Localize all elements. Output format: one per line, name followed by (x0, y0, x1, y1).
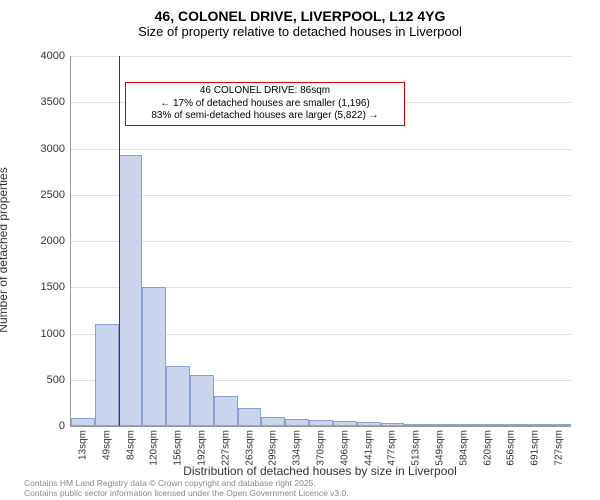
histogram-bar (476, 424, 500, 426)
property-marker-line (119, 56, 120, 426)
footer-line1: Contains HM Land Registry data © Crown c… (24, 478, 349, 488)
y-tick-label: 3500 (41, 96, 65, 108)
histogram-bar (166, 366, 190, 426)
footer-line2: Contains public sector information licen… (24, 488, 349, 498)
annotation-box: 46 COLONEL DRIVE: 86sqm ← 17% of detache… (125, 82, 405, 126)
footer-attribution: Contains HM Land Registry data © Crown c… (24, 478, 349, 498)
histogram-bar (452, 424, 476, 426)
x-axis-label: Distribution of detached houses by size … (70, 464, 570, 478)
x-tick-label: 192sqm (196, 430, 207, 466)
histogram-bar (142, 287, 166, 426)
x-tick-label: 334sqm (292, 430, 303, 466)
histogram-bar (71, 418, 95, 426)
histogram-bar (214, 396, 238, 426)
y-tick-label: 4000 (41, 50, 65, 62)
histogram-bar (261, 417, 285, 426)
histogram-bar (190, 375, 214, 426)
histogram-bar (357, 422, 381, 426)
y-tick-label: 0 (59, 420, 65, 432)
histogram-bar (404, 424, 428, 426)
y-tick-label: 2500 (41, 189, 65, 201)
y-axis-label: Number of detached properties (0, 167, 10, 332)
x-tick-label: 156sqm (173, 430, 184, 466)
histogram-bar (95, 324, 119, 426)
x-tick-label: 49sqm (101, 430, 112, 460)
x-tick-label: 477sqm (387, 430, 398, 466)
x-tick-label: 513sqm (411, 430, 422, 466)
annotation-line2: ← 17% of detached houses are smaller (1,… (130, 98, 400, 111)
histogram-bar (381, 423, 405, 426)
histogram-bar (500, 424, 524, 426)
histogram-bar (309, 420, 333, 426)
x-tick-label: 656sqm (506, 430, 517, 466)
y-tick-label: 3000 (41, 143, 65, 155)
y-tick-label: 500 (47, 374, 65, 386)
x-tick-label: 727sqm (554, 430, 565, 466)
x-tick-label: 120sqm (149, 430, 160, 466)
chart-title: 46, COLONEL DRIVE, LIVERPOOL, L12 4YG (0, 0, 600, 24)
histogram-bar (428, 424, 452, 426)
annotation-line1: 46 COLONEL DRIVE: 86sqm (130, 85, 400, 98)
y-tick-label: 2000 (41, 235, 65, 247)
chart-plot-area: 05001000150020002500300035004000 13sqm49… (70, 56, 571, 427)
chart-subtitle: Size of property relative to detached ho… (0, 24, 600, 39)
x-tick-label: 263sqm (244, 430, 255, 466)
x-tick-label: 299sqm (268, 430, 279, 466)
x-tick-label: 584sqm (458, 430, 469, 466)
x-tick-label: 84sqm (125, 430, 136, 460)
histogram-bar (523, 424, 547, 426)
histogram-bar (333, 421, 357, 426)
x-tick-label: 441sqm (363, 430, 374, 466)
histogram-bar (119, 155, 143, 426)
x-tick-label: 227sqm (220, 430, 231, 466)
histogram-bar (238, 408, 262, 427)
histogram-bar (547, 424, 571, 426)
histogram-bar (285, 419, 309, 426)
x-tick-label: 13sqm (77, 430, 88, 460)
y-tick-label: 1500 (41, 281, 65, 293)
y-tick-label: 1000 (41, 328, 65, 340)
annotation-line3: 83% of semi-detached houses are larger (… (130, 110, 400, 123)
x-tick-label: 370sqm (316, 430, 327, 466)
x-tick-label: 549sqm (435, 430, 446, 466)
x-tick-label: 406sqm (339, 430, 350, 466)
x-tick-label: 691sqm (530, 430, 541, 466)
x-tick-label: 620sqm (482, 430, 493, 466)
